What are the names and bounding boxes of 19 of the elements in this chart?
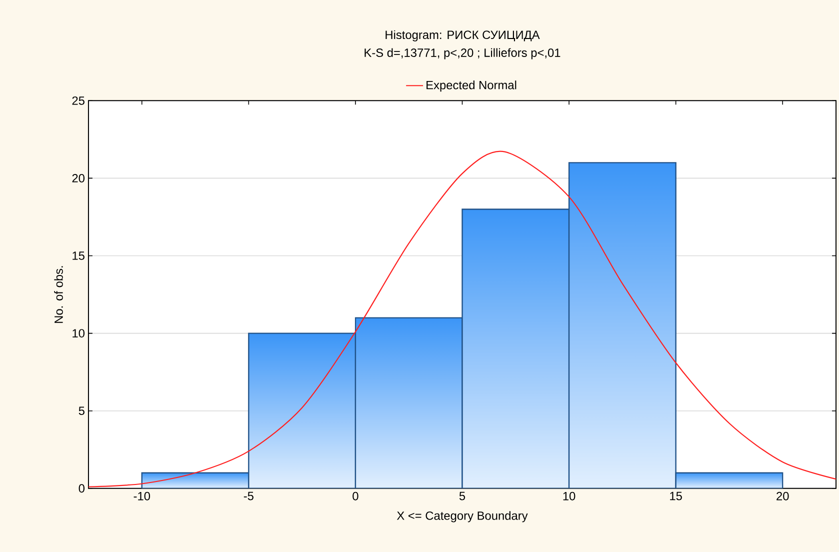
- line-series: [88, 150, 836, 488]
- x-tick-label: 0: [352, 492, 358, 500]
- legend-label: Expected Normal: [426, 80, 516, 92]
- y-tick-label: 15: [72, 252, 84, 260]
- x-axis-title: X <= Category Boundary: [396, 511, 528, 522]
- x-tick-label: 10: [563, 492, 576, 500]
- y-tick-label: 5: [78, 406, 84, 415]
- x-tick-label: 15: [670, 492, 682, 500]
- x-tick-label: -5: [244, 492, 254, 500]
- y-tick-label: 25: [72, 96, 84, 105]
- chart-subtitle: K-S d=,13771, p<,20 ; Lilliefors p<,01: [364, 48, 560, 60]
- y-tick-label: 10: [72, 329, 85, 338]
- y-tick-label: 0: [78, 484, 85, 493]
- x-tick-label: 20: [776, 492, 789, 500]
- chart-title: Histogram: РИСК СУИЦИДА: [386, 30, 540, 42]
- x-tick-label: 5: [459, 492, 466, 500]
- y-axis-title: No. of obs.: [54, 266, 63, 323]
- y-tick-label: 20: [72, 174, 85, 182]
- x-tick-label: -10: [134, 492, 150, 500]
